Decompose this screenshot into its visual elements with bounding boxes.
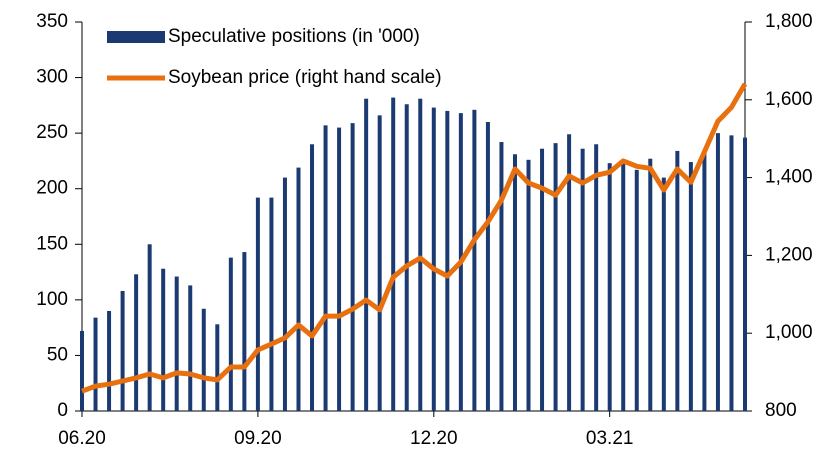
legend-label: Speculative positions (in '000) (168, 26, 420, 47)
bar (80, 330, 84, 411)
x-tick-label: 03.21 (586, 428, 634, 449)
bar (729, 135, 734, 411)
bar (310, 144, 315, 411)
bar (594, 144, 599, 411)
bar (161, 268, 166, 411)
bar (675, 150, 680, 411)
y2-tick-label: 1,800 (765, 11, 813, 32)
y-tick-label: 350 (36, 11, 68, 32)
bar (337, 127, 342, 411)
bar (715, 133, 720, 411)
bar (743, 137, 747, 412)
y-tick-label: 250 (36, 122, 68, 143)
y-tick-label: 100 (36, 289, 68, 310)
bar (296, 167, 301, 411)
bar (174, 276, 179, 411)
bar (418, 98, 423, 411)
bar (350, 123, 355, 411)
bar (107, 310, 112, 411)
bar (526, 159, 531, 411)
y2-tick-label: 1,400 (765, 167, 813, 188)
x-tick-label: 12.20 (410, 428, 458, 449)
y2-tick-label: 800 (765, 400, 797, 421)
bar (445, 110, 450, 412)
bar (431, 107, 436, 411)
bar (364, 98, 369, 411)
bar (661, 177, 666, 411)
bar (188, 285, 193, 411)
y2-tick-label: 1,600 (765, 89, 813, 110)
bar (255, 197, 260, 411)
bar (634, 169, 639, 411)
bar (215, 324, 220, 411)
bar (377, 115, 382, 412)
price-line (81, 82, 748, 394)
legend-swatch (107, 31, 165, 43)
bar (134, 274, 139, 411)
bar (621, 162, 626, 411)
bar (485, 122, 490, 412)
bar (282, 177, 287, 411)
bar (404, 104, 409, 411)
bar (120, 290, 125, 411)
bar (228, 257, 233, 411)
bar (201, 308, 206, 411)
bar (499, 142, 504, 411)
bar (567, 134, 572, 412)
x-tick-label: 06.20 (58, 428, 106, 449)
bar (93, 317, 98, 411)
bar (648, 158, 653, 411)
bar (540, 148, 545, 411)
bar (688, 162, 693, 411)
bar (147, 244, 152, 411)
y-tick-label: 300 (36, 67, 68, 88)
bar (702, 150, 707, 411)
y2-tick-label: 1,000 (765, 322, 813, 343)
y-tick-label: 0 (57, 400, 68, 421)
bar (242, 252, 247, 411)
bar (553, 143, 558, 411)
bar (512, 154, 517, 411)
y-tick-label: 200 (36, 178, 68, 199)
legend-label: Soybean price (right hand scale) (168, 67, 442, 88)
bar (472, 109, 477, 411)
bar (323, 125, 328, 411)
y-tick-label: 150 (36, 233, 68, 254)
bar (391, 97, 396, 411)
bar (269, 197, 274, 411)
bar (580, 148, 585, 411)
bar (607, 163, 612, 411)
y2-tick-label: 1,200 (765, 244, 813, 265)
y-tick-label: 50 (47, 344, 68, 365)
x-tick-label: 09.20 (234, 428, 282, 449)
